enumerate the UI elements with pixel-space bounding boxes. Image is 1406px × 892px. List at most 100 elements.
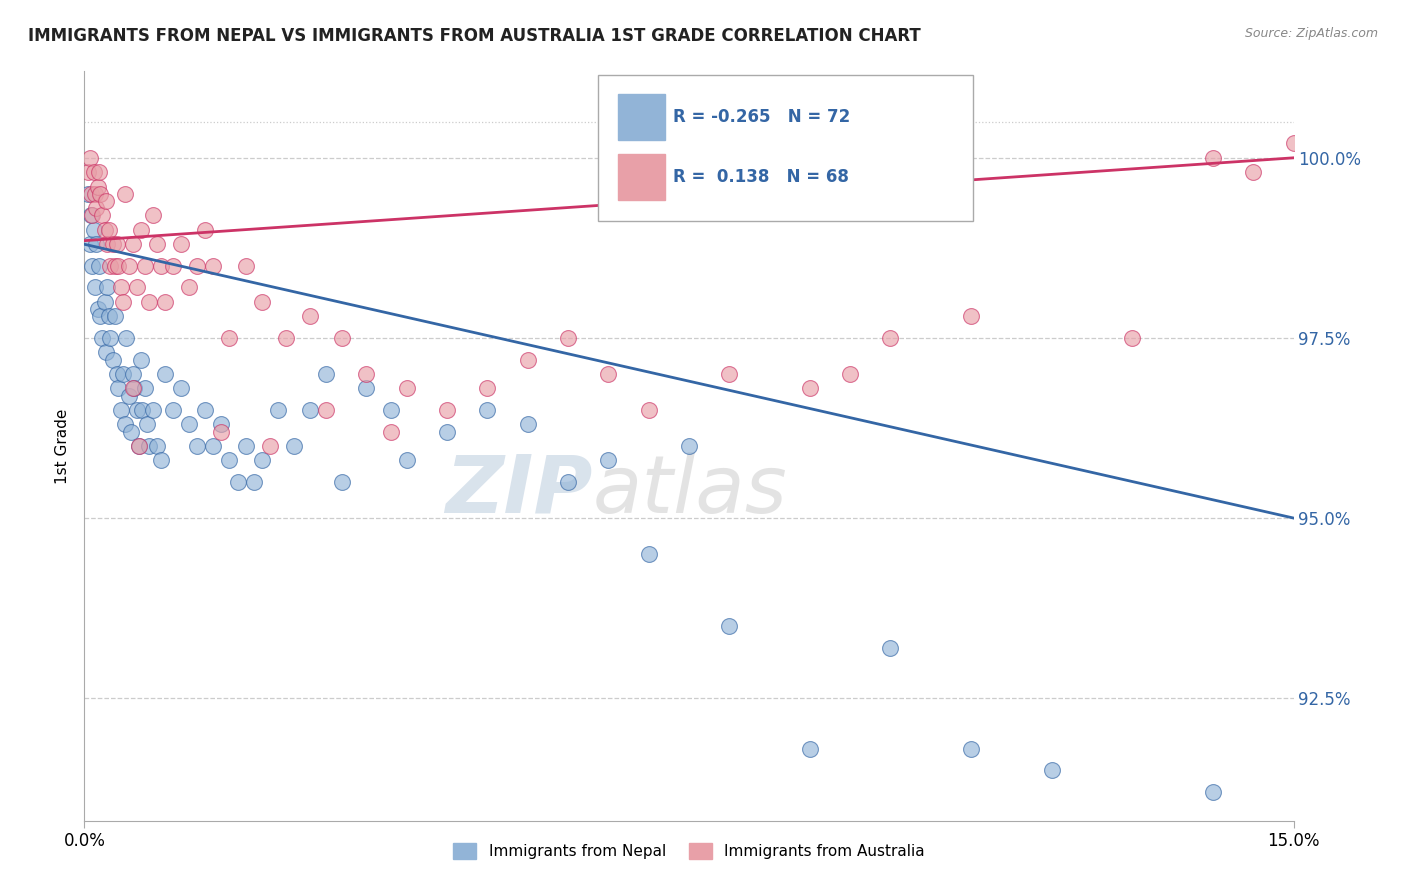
Point [112, 294, 135, 309]
Legend: Immigrants from Nepal, Immigrants from Australia: Immigrants from Nepal, Immigrants from A… [447, 838, 931, 865]
Point [80, 186, 103, 201]
Point [516, 417, 538, 432]
Point [91, 331, 114, 345]
Point [112, 367, 135, 381]
Point [380, 403, 402, 417]
Point [799, 741, 821, 756]
Point [87, 259, 110, 273]
Point [83, 165, 105, 179]
Point [557, 331, 579, 345]
Point [94, 345, 117, 359]
Point [142, 403, 165, 417]
Point [91, 209, 114, 223]
Point [267, 403, 290, 417]
Point [118, 388, 141, 402]
Point [101, 352, 124, 367]
Point [226, 475, 249, 489]
Point [86, 237, 108, 252]
Point [93, 294, 115, 309]
Point [94, 194, 117, 208]
Point [218, 453, 240, 467]
Point [87, 179, 110, 194]
Point [209, 425, 232, 439]
Text: IMMIGRANTS FROM NEPAL VS IMMIGRANTS FROM AUSTRALIA 1ST GRADE CORRELATION CHART: IMMIGRANTS FROM NEPAL VS IMMIGRANTS FROM… [28, 27, 921, 45]
Point [170, 381, 193, 395]
Point [125, 403, 148, 417]
Y-axis label: 1st Grade: 1st Grade [55, 409, 70, 483]
Point [77, 186, 100, 201]
Point [149, 453, 172, 467]
Point [153, 367, 176, 381]
Text: ZIP: ZIP [444, 452, 592, 530]
Point [118, 259, 141, 273]
Point [330, 331, 353, 345]
Point [77, 165, 100, 179]
Point [598, 453, 620, 467]
Point [79, 237, 101, 252]
Point [104, 259, 127, 273]
Point [87, 302, 110, 317]
Point [380, 425, 402, 439]
Point [315, 367, 337, 381]
Point [96, 280, 118, 294]
Point [110, 280, 132, 294]
Point [131, 403, 153, 417]
Text: atlas: atlas [592, 452, 787, 530]
Point [105, 367, 128, 381]
Point [121, 381, 143, 395]
Point [202, 259, 225, 273]
Point [283, 439, 305, 453]
Point [1241, 165, 1264, 179]
Point [134, 259, 156, 273]
Point [149, 259, 172, 273]
Point [637, 547, 659, 561]
FancyBboxPatch shape [617, 153, 665, 200]
Point [120, 425, 142, 439]
Point [110, 403, 132, 417]
Point [101, 237, 124, 252]
Point [83, 223, 105, 237]
Point [1202, 151, 1225, 165]
Point [162, 403, 184, 417]
FancyBboxPatch shape [599, 75, 973, 221]
Point [1282, 136, 1305, 151]
Point [299, 310, 322, 324]
Point [1202, 785, 1225, 799]
Point [799, 381, 821, 395]
Point [839, 367, 862, 381]
Point [637, 403, 659, 417]
Point [162, 259, 184, 273]
Point [138, 294, 160, 309]
Point [299, 403, 322, 417]
Point [960, 741, 983, 756]
Point [218, 331, 240, 345]
Point [259, 439, 281, 453]
Text: Source: ZipAtlas.com: Source: ZipAtlas.com [1244, 27, 1378, 40]
Point [678, 439, 700, 453]
Point [879, 640, 901, 655]
Point [557, 475, 579, 489]
Point [179, 280, 201, 294]
Point [105, 237, 128, 252]
Point [209, 417, 232, 432]
Point [1040, 763, 1063, 777]
Point [194, 403, 217, 417]
Point [97, 310, 120, 324]
Point [516, 352, 538, 367]
Point [98, 259, 121, 273]
Point [128, 439, 150, 453]
Point [107, 259, 129, 273]
Point [97, 223, 120, 237]
Point [114, 417, 136, 432]
Point [436, 403, 458, 417]
Point [186, 439, 208, 453]
Point [114, 186, 136, 201]
Point [82, 259, 104, 273]
Point [194, 223, 217, 237]
Point [93, 223, 115, 237]
Point [718, 619, 741, 633]
Point [96, 237, 118, 252]
Point [274, 331, 297, 345]
Point [356, 381, 378, 395]
Point [80, 209, 103, 223]
